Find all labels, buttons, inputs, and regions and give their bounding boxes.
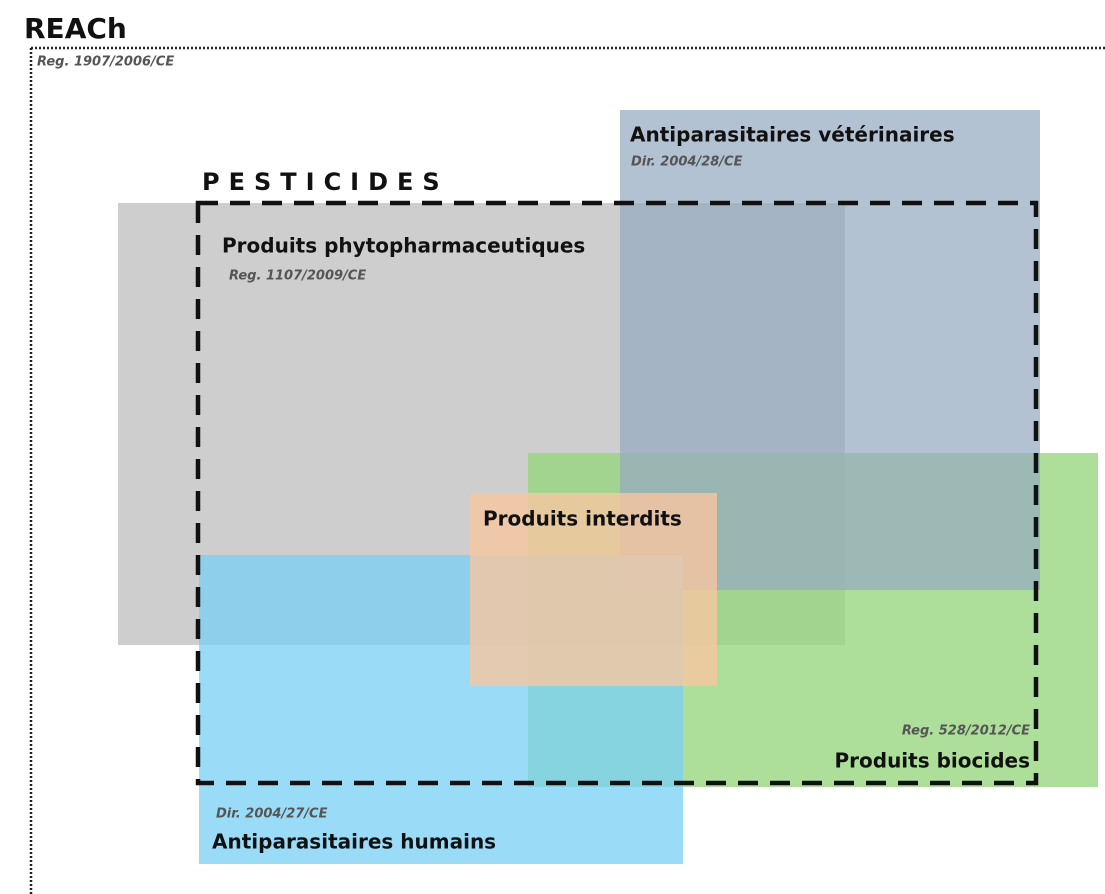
- node-label: Produits interdits: [483, 507, 682, 531]
- pesticides-boundary: [195, 200, 1039, 786]
- subtitle: Reg. 1907/2006/CE: [37, 55, 174, 70]
- node-reference: Dir. 2004/27/CE: [216, 807, 328, 822]
- node-label: Antiparasitaires humains: [212, 830, 496, 854]
- interdits-box: [470, 493, 717, 686]
- node-label: Produits biocides: [834, 749, 1030, 773]
- node-label: Antiparasitaires vétérinaires: [630, 123, 955, 147]
- node-reference: Dir. 2004/28/CE: [631, 155, 743, 170]
- node-reference: Reg. 1107/2009/CE: [229, 269, 366, 284]
- title: REACh: [24, 12, 127, 45]
- node-label: Produits phytopharmaceutiques: [222, 234, 585, 258]
- group-label: PESTICIDES: [202, 168, 449, 196]
- node-reference: Reg. 528/2012/CE: [902, 724, 1030, 739]
